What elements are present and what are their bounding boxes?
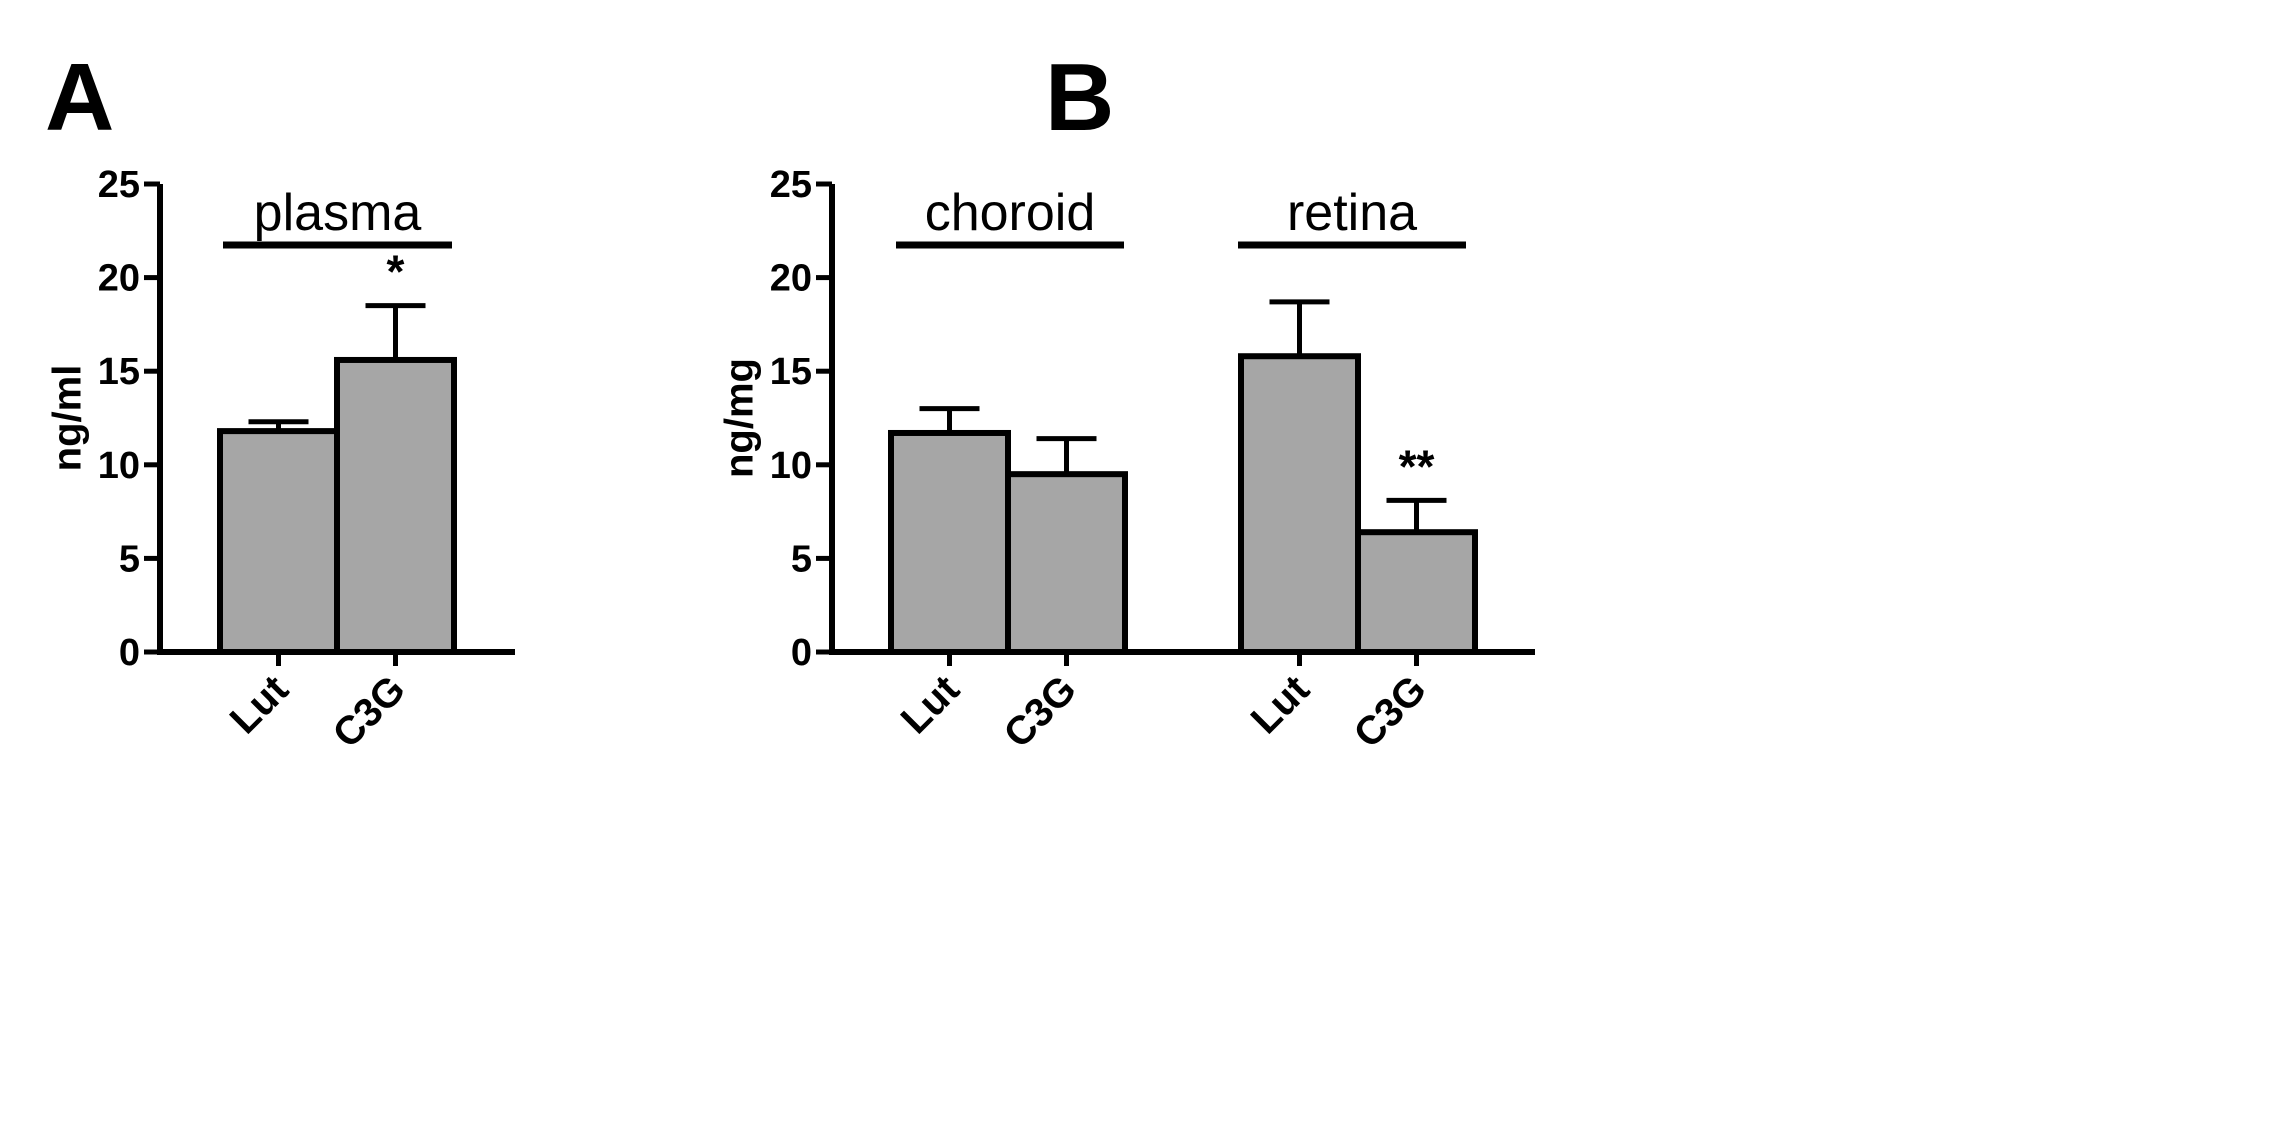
panel-b: Lut C3G choroid Lut ** C3G retina 0 5 10 15 20 25 ng/… bbox=[718, 164, 1535, 757]
panel-a-y-tick-label: 5 bbox=[119, 538, 140, 580]
panel-a-x-tick-label: C3G bbox=[325, 667, 414, 756]
panel-a-x-tick-label: Lut bbox=[222, 667, 297, 742]
panel-b-y-tick-label: 25 bbox=[770, 164, 812, 206]
panel-b-bar-retina-lut bbox=[1238, 353, 1361, 655]
panel-b-bar-retina-c3g bbox=[1355, 529, 1478, 656]
panel-a-y-tick-label: 10 bbox=[98, 445, 140, 487]
panel-b-bar-choroid-lut bbox=[888, 429, 1011, 656]
panel-a-letter: A bbox=[45, 44, 114, 151]
panel-a-y-tick-label: 25 bbox=[98, 164, 140, 206]
panel-b-x-tick-label: Lut bbox=[893, 667, 968, 742]
panel-a-bar-plasma-c3g bbox=[334, 356, 457, 655]
panel-b-y-tick-label: 15 bbox=[770, 351, 812, 393]
panel-a-y-axis-label: ng/ml bbox=[46, 365, 90, 472]
panel-a-y-tick-label: 0 bbox=[119, 632, 140, 674]
panel-b-y-tick-label: 5 bbox=[791, 538, 812, 580]
panel-a-group-label: plasma bbox=[254, 184, 422, 242]
panel-b-y-axis-label: ng/mg bbox=[718, 358, 762, 478]
panel-a-bar-plasma-lut bbox=[217, 428, 340, 655]
panel-b-x-tick-label: C3G bbox=[996, 667, 1085, 756]
panel-b-significance-label: ** bbox=[1399, 440, 1435, 492]
panel-b-group-label: choroid bbox=[925, 184, 1096, 242]
panel-b-x-tick-label: Lut bbox=[1243, 667, 1318, 742]
panel-a-y-tick-label: 20 bbox=[98, 258, 140, 300]
panel-b-y-tick-label: 10 bbox=[770, 445, 812, 487]
panel-a-significance-label: * bbox=[387, 246, 405, 298]
panel-a-y-tick-label: 15 bbox=[98, 351, 140, 393]
panel-b-group-label: retina bbox=[1287, 184, 1417, 242]
panel-b-letter: B bbox=[1045, 44, 1114, 151]
panel-b-y-tick-label: 20 bbox=[770, 258, 812, 300]
panel-b-bar-choroid-c3g bbox=[1005, 471, 1128, 655]
panel-b-y-tick-label: 0 bbox=[791, 632, 812, 674]
panel-a: Lut * C3G plasma 0 5 10 15 20 25 ng/ml bbox=[46, 164, 515, 757]
panel-b-x-tick-label: C3G bbox=[1346, 667, 1435, 756]
